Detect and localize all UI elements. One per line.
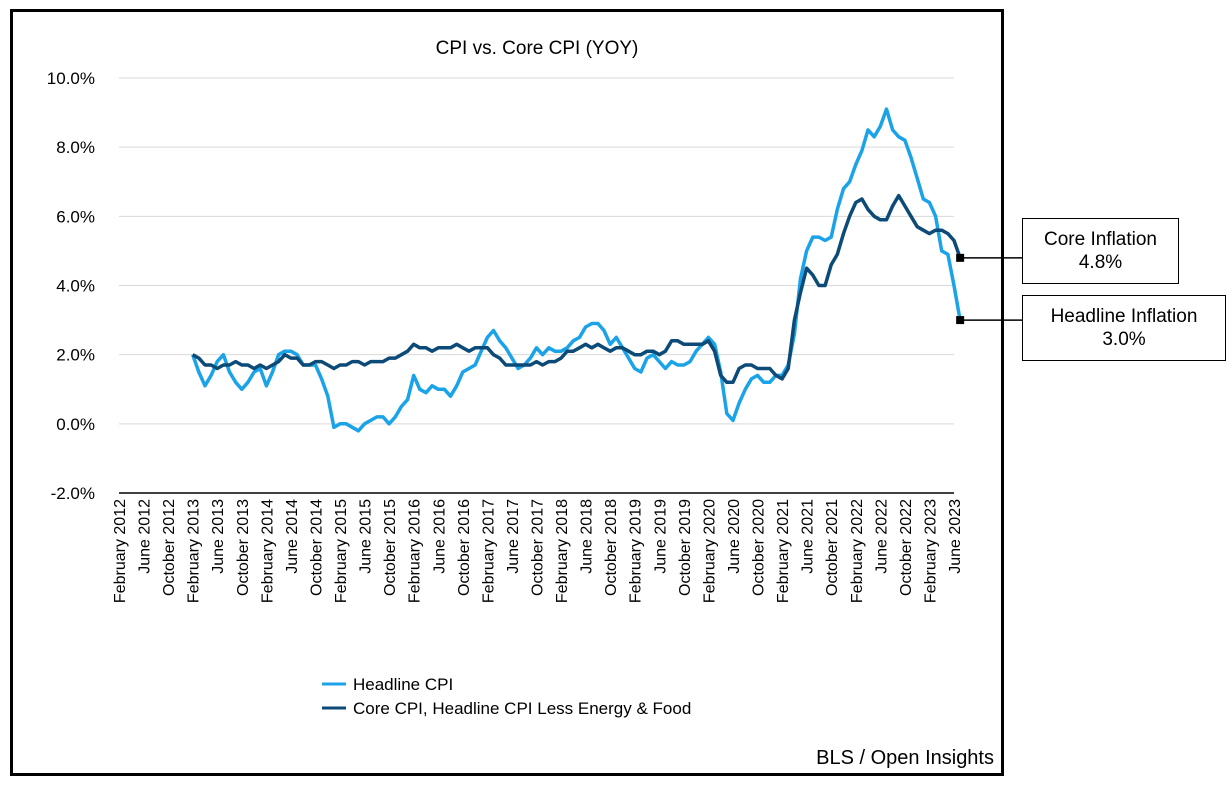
x-tick-label: October 2018 (603, 499, 620, 596)
headline-inflation-callout: Headline Inflation 3.0% (1022, 295, 1226, 361)
x-tick-label: June 2017 (505, 499, 522, 574)
y-tick-label: 0.0% (56, 415, 95, 434)
x-tick-label: February 2014 (259, 499, 276, 603)
chart-title: CPI vs. Core CPI (YOY) (436, 38, 639, 59)
y-tick-label: 6.0% (56, 207, 95, 226)
x-tick-label: February 2012 (112, 499, 129, 603)
x-tick-label: June 2014 (284, 499, 301, 574)
y-tick-label: -2.0% (51, 484, 95, 503)
x-tick-label: October 2022 (898, 499, 915, 596)
core-cpi-line (191, 193, 962, 385)
x-tick-label: October 2021 (824, 499, 841, 596)
y-tick-label: 4.0% (56, 277, 95, 296)
headline-marker (956, 316, 965, 325)
core-marker (956, 253, 965, 262)
source-credit: BLS / Open Insights (816, 747, 994, 769)
x-tick-label: June 2021 (800, 499, 817, 574)
x-tick-label: June 2016 (431, 499, 448, 574)
x-tick-label: June 2018 (579, 499, 596, 574)
x-tick-label: February 2019 (628, 499, 645, 603)
x-tick-label: February 2021 (775, 499, 792, 603)
core-inflation-value: 4.8% (1078, 252, 1123, 273)
core-inflation-label: Core Inflation (1043, 229, 1157, 250)
headline-cpi-line (191, 107, 962, 433)
series-lines (191, 107, 962, 433)
legend-label-headline: Headline CPI (353, 675, 453, 694)
x-tick-label: June 2023 (947, 499, 964, 574)
x-tick-label: February 2015 (333, 499, 350, 603)
x-tick-label: February 2018 (554, 499, 571, 603)
x-tick-label: October 2014 (308, 499, 325, 596)
chart-frame (10, 9, 1004, 776)
x-tick-label: June 2015 (358, 499, 375, 574)
callout-connectors (956, 253, 1022, 325)
x-axis-ticks: February 2012 June 2012 October 2012 Februa… (112, 499, 964, 603)
y-tick-label: 8.0% (56, 138, 95, 157)
x-tick-label: October 2019 (677, 499, 694, 596)
x-tick-label: June 2022 (873, 499, 890, 574)
x-tick-label: October 2016 (456, 499, 473, 596)
x-tick-label: October 2020 (751, 499, 768, 596)
legend-label-core: Core CPI, Headline CPI Less Energy & Foo… (353, 699, 691, 718)
x-tick-label: October 2013 (235, 499, 252, 596)
x-tick-label: February 2020 (701, 499, 718, 603)
x-tick-label: February 2013 (186, 499, 203, 603)
x-tick-label: June 2012 (137, 499, 154, 574)
y-tick-label: 10.0% (47, 69, 95, 88)
x-tick-label: February 2017 (480, 499, 497, 603)
x-tick-label: June 2013 (210, 499, 227, 574)
core-inflation-callout: Core Inflation 4.8% (1022, 218, 1179, 284)
x-tick-label: October 2017 (530, 499, 547, 596)
x-tick-label: February 2023 (922, 499, 939, 603)
headline-inflation-value: 3.0% (1102, 329, 1146, 350)
x-tick-label: October 2012 (161, 499, 178, 596)
x-tick-label: June 2019 (652, 499, 669, 574)
gridlines (119, 77, 954, 494)
headline-inflation-label: Headline Inflation (1050, 306, 1198, 327)
legend: Headline CPI Core CPI, Headline CPI Less… (322, 675, 691, 718)
x-tick-label: February 2016 (407, 499, 424, 603)
x-tick-label: October 2015 (382, 499, 399, 596)
y-tick-label: 2.0% (56, 346, 95, 365)
y-axis-ticks: 10.0% 8.0% 6.0% 4.0% 2.0% 0.0% -2.0% (47, 69, 95, 503)
x-tick-label: February 2022 (849, 499, 866, 603)
x-tick-label: June 2020 (726, 499, 743, 574)
